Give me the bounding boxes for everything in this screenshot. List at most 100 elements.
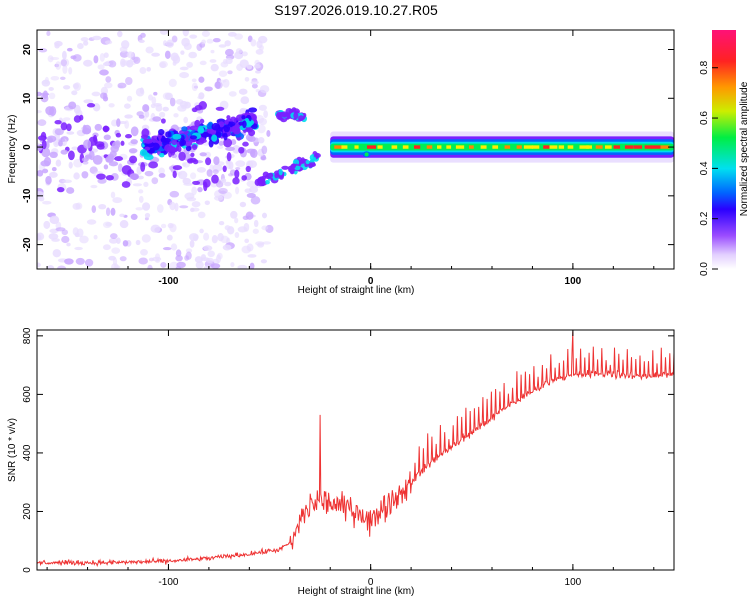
heatmap-cell [58, 140, 63, 147]
heatmap-y-tick-label: -10 [22, 188, 33, 203]
heatmap-cell [189, 239, 195, 248]
heatmap-y-tick-label: 0 [22, 144, 33, 150]
heatmap-cell [97, 64, 105, 70]
snr-x-tick-label: 0 [368, 577, 374, 588]
heatmap-cell [62, 85, 71, 90]
heatmap-ridge-peak [446, 145, 452, 149]
heatmap-cell [281, 165, 289, 170]
heatmap-cell [190, 207, 195, 213]
heatmap-cell [111, 263, 119, 269]
heatmap-cell [60, 122, 68, 131]
heatmap-cell [244, 238, 250, 244]
heatmap-cell [139, 67, 147, 74]
heatmap-cell [144, 212, 151, 218]
heatmap-cell [103, 52, 109, 58]
heatmap-cell [142, 202, 151, 211]
heatmap-cell [197, 211, 206, 219]
heatmap-cell [218, 140, 224, 146]
heatmap-cell [109, 150, 117, 158]
heatmap-cell [96, 143, 105, 150]
heatmap-cell [191, 144, 198, 151]
heatmap-cell [194, 119, 201, 128]
heatmap-cell [42, 168, 49, 174]
heatmap-cell [244, 76, 250, 82]
heatmap-cell [124, 103, 131, 109]
heatmap-cell [197, 186, 203, 193]
colorbar-gradient [712, 30, 736, 269]
heatmap-ridge-peak [531, 145, 540, 149]
heatmap-cell [261, 212, 268, 219]
heatmap-cell [274, 173, 279, 179]
heatmap-cell [81, 171, 89, 179]
heatmap-cell [199, 152, 207, 157]
heatmap-cell [52, 249, 61, 258]
heatmap-cell [215, 129, 222, 137]
heatmap-cell [91, 205, 97, 213]
heatmap-cell [232, 127, 241, 135]
heatmap-cell [117, 163, 123, 172]
heatmap-cell [148, 161, 159, 169]
heatmap-cell [82, 160, 89, 165]
heatmap-cell [37, 169, 44, 177]
heatmap-cell [138, 39, 145, 44]
heatmap-cell [278, 168, 283, 176]
heatmap-cell [124, 114, 133, 119]
heatmap-cell [255, 49, 264, 55]
heatmap-cell [61, 50, 67, 60]
heatmap-cell [40, 94, 49, 103]
heatmap-cell [102, 95, 109, 102]
heatmap-ridge-peak [579, 145, 589, 149]
heatmap-cell [108, 60, 117, 68]
heatmap-cell [166, 39, 174, 48]
heatmap-cell [264, 180, 270, 185]
colorbar-tick-label: 0.2 [699, 211, 710, 225]
snr-frame [36, 329, 675, 571]
heatmap-cell [46, 135, 57, 143]
heatmap-cell [177, 171, 182, 176]
snr-y-ticks: 0 200 400 600 800 [22, 327, 674, 573]
heatmap-cell [199, 138, 207, 144]
heatmap-cell [51, 166, 57, 172]
heatmap-cell [130, 139, 138, 145]
heatmap-cell [37, 135, 47, 141]
heatmap-cell [227, 121, 236, 127]
heatmap-cell [50, 56, 60, 61]
heatmap-cell [105, 76, 112, 83]
heatmap-cell [211, 235, 218, 244]
heatmap-cell [121, 40, 130, 49]
heatmap-cell [191, 186, 197, 196]
heatmap-cell [119, 213, 125, 218]
heatmap-cell [68, 161, 73, 169]
heatmap-cell [201, 254, 206, 260]
heatmap-cell [116, 237, 121, 245]
heatmap-cell [151, 177, 159, 185]
heatmap-cell [285, 108, 293, 114]
heatmap-cell [49, 151, 58, 159]
heatmap-cell [91, 35, 102, 41]
heatmap-cell [258, 117, 268, 126]
heatmap-cell [135, 87, 145, 97]
heatmap-cell [130, 126, 139, 137]
snr-chart: -100 0 100 0 200 400 600 800 Height of straigh… [7, 327, 675, 597]
heatmap-cell [160, 118, 166, 124]
heatmap-cell [181, 37, 190, 47]
heatmap-cell [169, 223, 177, 233]
heatmap-cell [224, 181, 232, 187]
heatmap-cell [158, 167, 165, 175]
heatmap-cell [129, 155, 138, 164]
heatmap-cell [142, 112, 147, 121]
heatmap-ridge-peak [543, 145, 550, 149]
heatmap-ridge-peak [567, 145, 574, 149]
heatmap-cell [68, 67, 73, 75]
heatmap-ridge-peak [377, 145, 383, 149]
heatmap-ridge-peak [651, 145, 661, 149]
heatmap-ridge-peak [595, 145, 603, 149]
heatmap-cell [234, 217, 239, 224]
heatmap-cell [230, 210, 238, 219]
heatmap-cell [152, 116, 162, 122]
heatmap-cell [159, 30, 169, 35]
heatmap-cell [248, 107, 258, 113]
heatmap-cell [213, 156, 220, 166]
heatmap-cell [204, 200, 210, 206]
heatmap-cell [153, 91, 158, 96]
